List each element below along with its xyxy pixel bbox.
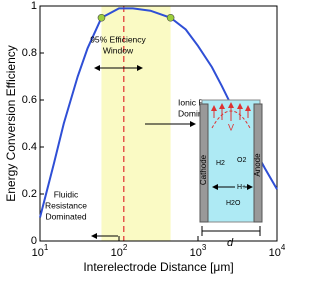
inset-diagram: Cathode Anode d V H2 O2 H+ H2O: [199, 99, 263, 249]
h2o-label: H2O: [226, 200, 241, 207]
anode-label: Anode: [253, 153, 262, 177]
x-tick-label: 104: [269, 243, 285, 259]
x-tick-base: 10: [111, 247, 123, 259]
hplus-label: H+: [237, 184, 246, 191]
y-tick-label: 0: [31, 235, 37, 247]
y-tick-label: 0.2: [22, 188, 37, 200]
x-axis-label: Interelectrode Distance [μm]: [83, 260, 233, 274]
annotation: Window: [103, 45, 134, 55]
h2-label: H2: [216, 160, 225, 167]
x-tick-label: 101: [32, 243, 49, 259]
y-tick-label: 0.4: [22, 141, 37, 153]
v-label: V: [228, 122, 234, 132]
d-label: d: [227, 237, 234, 249]
annotation: Fluidic: [54, 189, 79, 199]
x-tick-label: 102: [111, 243, 128, 259]
annotation: Dominated: [178, 108, 219, 118]
x-tick-base: 10: [32, 247, 44, 259]
x-tick-exp: 3: [202, 243, 207, 252]
window-marker: [97, 13, 106, 22]
y-tick-label: 0.8: [22, 47, 37, 59]
cathode-label: Cathode: [199, 154, 208, 185]
o2-label: O2: [237, 157, 246, 164]
plot-frame: [39, 5, 278, 242]
x-tick-exp: 2: [123, 243, 128, 252]
y-tick-label: 0.6: [22, 94, 37, 106]
x-tick-base: 10: [269, 247, 281, 259]
annotation: Resistance: [45, 200, 87, 210]
x-tick-exp: 4: [281, 243, 285, 252]
y-tick-label: 1: [31, 0, 37, 12]
y-axis-label: Energy Conversion Efficiency: [4, 45, 18, 202]
window-marker: [166, 13, 175, 22]
x-tick-exp: 1: [44, 243, 49, 252]
x-tick-base: 10: [190, 247, 202, 259]
annotation: 95% Efficiency: [90, 34, 146, 44]
x-tick-label: 103: [190, 243, 207, 259]
annotation: Dominated: [45, 211, 86, 221]
